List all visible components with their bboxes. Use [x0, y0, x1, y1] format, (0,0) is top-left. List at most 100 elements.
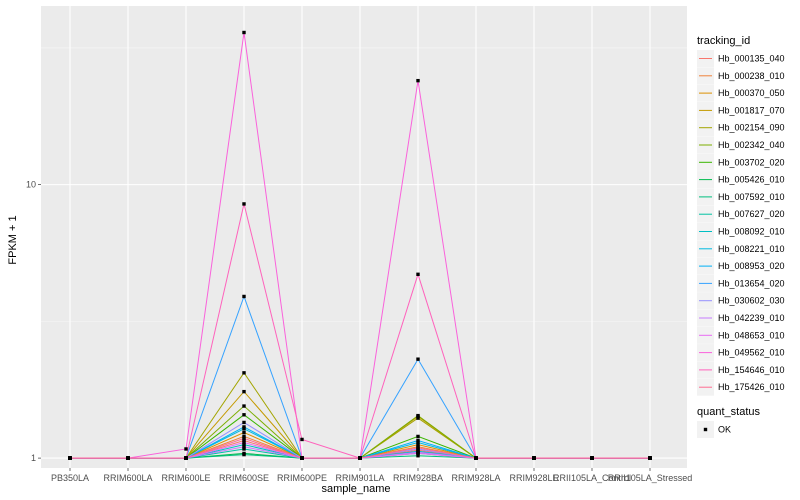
x-tick-label: RRIM901LA: [335, 473, 384, 483]
data-point: [590, 456, 594, 460]
data-point: [416, 416, 420, 420]
data-point: [242, 447, 246, 451]
legend-label: Hb_000238_010: [718, 71, 785, 81]
data-point: [242, 404, 246, 408]
legend-shape-entry: OK: [697, 421, 731, 438]
legend-color-entry: Hb_042239_010: [697, 309, 785, 327]
data-point: [416, 440, 420, 445]
legend-color-entry: Hb_030602_030: [697, 292, 785, 310]
data-point: [416, 454, 420, 458]
legend-label: Hb_000370_050: [718, 88, 785, 98]
legend-label: Hb_008953_020: [718, 261, 785, 271]
data-point: [416, 357, 420, 361]
legend-color-entry: Hb_048653_010: [697, 326, 785, 344]
legend-label: Hb_000135_040: [718, 54, 785, 64]
x-tick-label: RRIM928LA: [451, 473, 500, 483]
data-point: [126, 456, 130, 460]
x-tick-label: RRII105LA_Stressed: [608, 473, 693, 483]
legend-color-entry: Hb_003702_020: [697, 153, 785, 171]
data-point: [242, 434, 246, 439]
legend-label: Hb_049562_010: [718, 348, 785, 358]
data-point: [416, 451, 420, 456]
legend-color-entry: Hb_002154_090: [697, 119, 785, 137]
legend-color-entry: Hb_001817_070: [697, 101, 785, 119]
legend-label: Hb_175426_010: [718, 382, 785, 392]
data-point: [358, 456, 362, 460]
data-point: [474, 456, 478, 460]
data-point: [416, 78, 420, 83]
data-point: [242, 430, 246, 435]
data-point: [242, 452, 246, 457]
legend-label: Hb_002342_040: [718, 140, 785, 150]
legend-color-entry: Hb_000370_050: [697, 84, 785, 102]
x-tick-label: RRIM928BA: [393, 473, 443, 483]
x-tick-label: RRIM600PE: [277, 473, 327, 483]
legend-color-entry: Hb_008953_020: [697, 257, 785, 275]
x-tick-label: PB350LA: [51, 473, 89, 483]
legend-label: Hb_003702_020: [718, 157, 785, 167]
legend-color-entry: Hb_007592_010: [697, 188, 785, 206]
legend-color-title: tracking_id: [697, 35, 750, 47]
legend-color-entry: Hb_175426_010: [697, 378, 785, 396]
y-tick-label: 10: [26, 180, 36, 190]
data-point: [242, 427, 246, 431]
legend-label: OK: [718, 425, 731, 435]
x-axis: PB350LA RRIM600LA RRIM600LE RRIM600SE RRIM60…: [51, 468, 692, 483]
data-point: [242, 371, 246, 375]
data-point: [416, 446, 420, 450]
legend-label: Hb_013654_020: [718, 278, 785, 288]
x-tick-label: RRIM928LE: [509, 473, 558, 483]
legend-color-entry: Hb_008221_010: [697, 240, 785, 258]
legend-color-entry: Hb_002342_040: [697, 136, 785, 154]
legend-color-entry: Hb_007627_020: [697, 205, 785, 223]
data-point: [416, 434, 420, 439]
legend-label: Hb_008221_010: [718, 244, 785, 254]
data-point: [242, 436, 246, 441]
x-tick-label: RRII105LA_Control: [553, 473, 631, 483]
legend-label: Hb_154646_010: [718, 365, 785, 375]
data-point: [416, 442, 420, 447]
data-point: [300, 456, 304, 460]
data-point: [242, 438, 246, 443]
y-axis: 1 10: [26, 180, 41, 463]
data-point: [242, 202, 246, 206]
legend-color-entry: Hb_005426_010: [697, 171, 785, 189]
legend-label: Hb_001817_070: [718, 105, 785, 115]
legend-color-entry: Hb_154646_010: [697, 361, 785, 379]
y-tick-label: 1: [31, 453, 36, 463]
legend: tracking_id Hb_000135_040 Hb_000238_010 Hb…: [697, 35, 785, 438]
x-tick-label: RRIM600SE: [219, 473, 269, 483]
data-point: [242, 442, 246, 447]
data-point: [242, 440, 246, 445]
legend-label: Hb_005426_010: [718, 175, 785, 185]
data-point: [416, 413, 420, 418]
legend-shape-title: quant_status: [697, 406, 760, 418]
data-point: [184, 447, 188, 451]
data-point: [416, 272, 420, 277]
data-point: [648, 456, 652, 460]
series-points: [68, 30, 652, 460]
data-point: [242, 413, 246, 417]
data-point: [68, 456, 72, 460]
data-point: [532, 456, 536, 460]
x-tick-label: RRIM600LA: [103, 473, 152, 483]
y-axis-title: FPKM + 1: [7, 215, 19, 264]
legend-color-entry: Hb_049562_010: [697, 344, 785, 362]
legend-label: Hb_002154_090: [718, 123, 785, 133]
x-tick-label: RRIM600LE: [161, 473, 210, 483]
legend-label: Hb_042239_010: [718, 313, 785, 323]
legend-label: Hb_030602_030: [718, 296, 785, 306]
data-point: [242, 425, 246, 429]
legend-label: Hb_007627_020: [718, 209, 785, 219]
data-point: [242, 294, 246, 299]
data-point: [242, 420, 246, 425]
x-axis-title: sample_name: [321, 483, 390, 495]
data-point: [242, 445, 246, 449]
legend-color-entry: Hb_008092_010: [697, 223, 785, 240]
data-point: [416, 438, 420, 443]
legend-label: Hb_048653_010: [718, 330, 785, 340]
legend-label: Hb_007592_010: [718, 192, 785, 202]
legend-label: Hb_008092_010: [718, 227, 785, 237]
data-point: [184, 456, 188, 460]
